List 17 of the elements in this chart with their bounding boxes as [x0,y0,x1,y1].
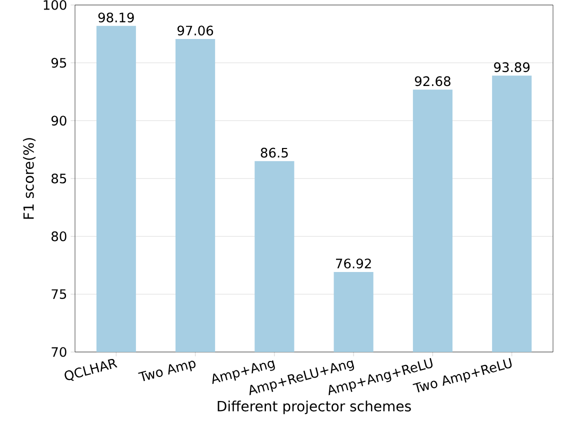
y-tick-label: 80 [52,231,66,242]
data-label: 97.06 [178,26,214,36]
x-tick-label: Two Amp [138,360,196,382]
data-label: 86.5 [260,148,288,158]
y-tick-label: 95 [51,58,66,68]
y-tick-label: 70 [52,347,66,357]
y-tick-label: 100 [44,0,66,10]
y-axis-title: F1 score(%) [23,138,36,219]
data-label: 76.92 [336,258,371,268]
x-tick-label: QCLHAR [64,358,118,381]
data-label: 92.68 [414,76,450,86]
data-label: 93.89 [494,62,530,72]
x-axis-title: Different projector schemes [218,400,411,414]
y-tick-label: 90 [51,116,66,126]
y-tick-label: 85 [52,174,66,184]
data-label: 98.19 [98,12,134,22]
y-tick-label: 75 [52,289,66,299]
